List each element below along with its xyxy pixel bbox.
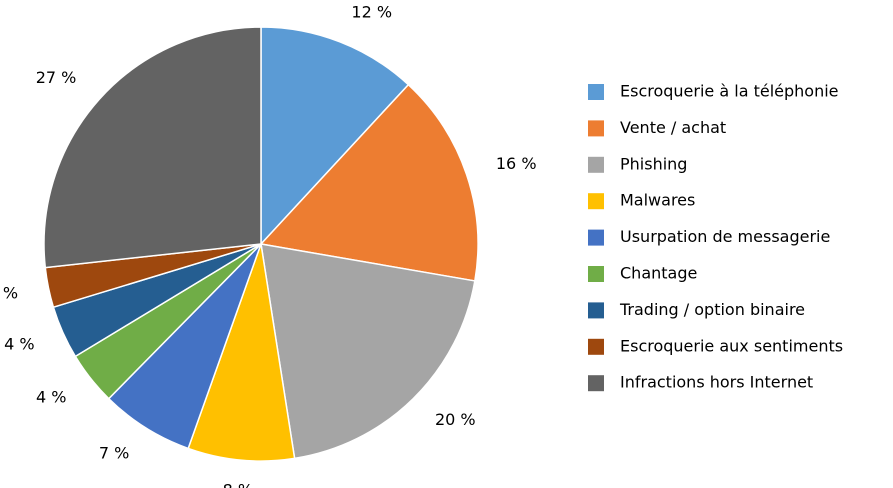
legend-label: Chantage	[620, 264, 697, 283]
legend-label: Phishing	[620, 154, 687, 173]
legend-label: Usurpation de messagerie	[620, 227, 830, 246]
data-label: 4 %	[36, 387, 66, 406]
legend-swatch	[588, 338, 604, 355]
legend-swatch	[588, 84, 604, 100]
legend-swatch	[588, 193, 604, 210]
data-label: 4 %	[4, 335, 34, 354]
legend-swatch	[588, 302, 604, 319]
legend-swatch	[588, 375, 604, 392]
pie-slice	[187, 243, 296, 462]
data-label: 7 %	[99, 444, 129, 463]
legend-label: Infractions hors Internet	[620, 373, 813, 392]
data-label: 27 %	[36, 68, 77, 87]
legend-label: Escroquerie à la téléphonie	[620, 82, 839, 101]
pie-slice	[260, 243, 476, 460]
data-label: 12 %	[351, 3, 392, 22]
legend-swatch	[588, 229, 604, 246]
legend-swatch	[588, 156, 604, 173]
data-label: 8 %	[223, 480, 253, 488]
legend-label: Trading / option binaire	[619, 300, 805, 319]
pie-slice	[43, 26, 262, 269]
pie-slice	[259, 83, 479, 282]
legend-label: Escroquerie aux sentiments	[620, 336, 843, 355]
legend-swatch	[588, 266, 604, 282]
data-label: 20 %	[435, 410, 476, 429]
legend-label: Vente / achat	[620, 118, 726, 137]
data-label: 3 %	[0, 283, 18, 302]
pie-slice	[260, 26, 410, 246]
legend-label: Malwares	[620, 191, 695, 210]
data-label: 16 %	[496, 154, 537, 173]
legend-swatch	[588, 120, 604, 137]
